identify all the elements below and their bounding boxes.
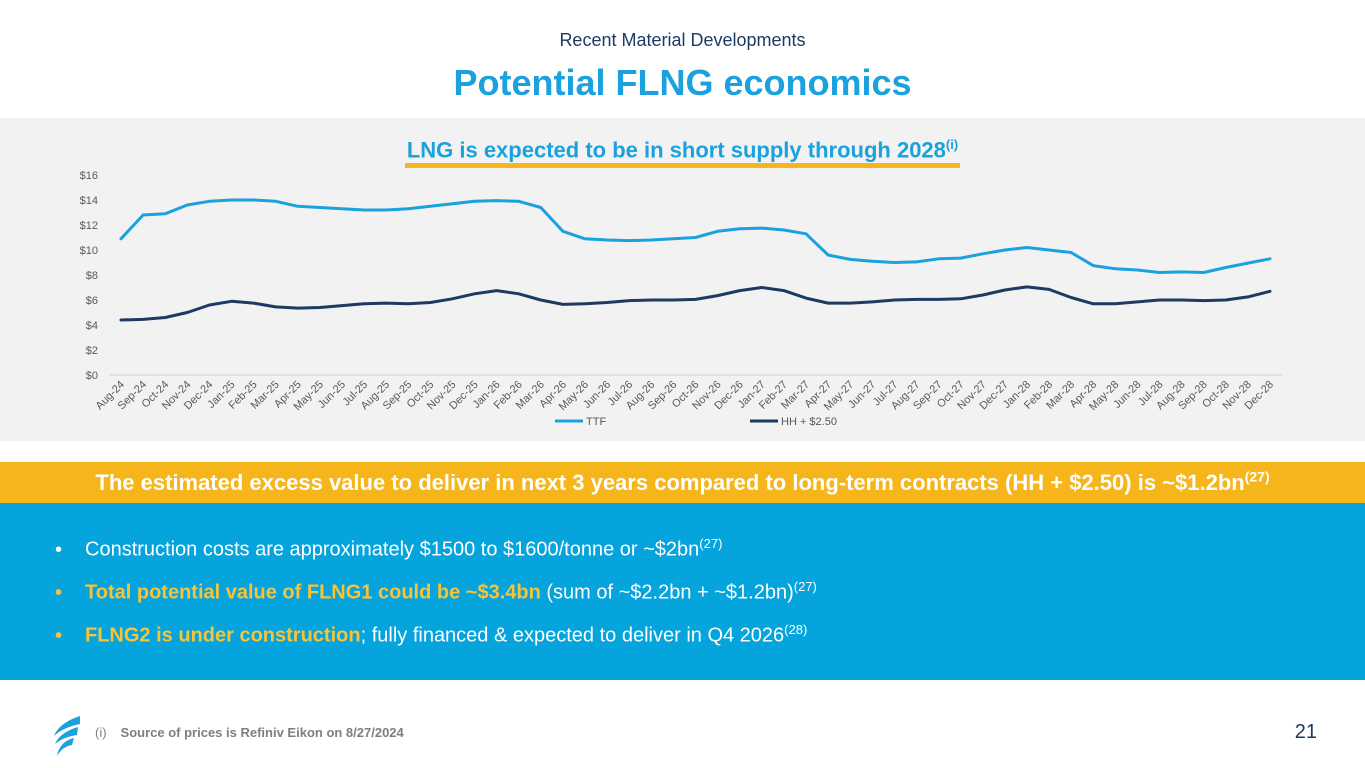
bullet-flng1-value: • Total potential value of FLNG1 could be… <box>55 579 817 605</box>
bullet-footnote-ref: (27) <box>793 579 817 594</box>
bullet-highlight: Total potential value of FLNG1 could be … <box>85 581 541 604</box>
banner-footnote-ref: (27) <box>1244 468 1270 485</box>
y-tick-label: $10 <box>80 245 98 257</box>
line-chart: $0$2$4$6$8$10$12$14$16Aug-24Sep-24Oct-24… <box>80 170 1282 428</box>
page-title: Potential FLNG economics <box>453 62 912 103</box>
y-tick-label: $6 <box>86 295 98 307</box>
bullet-footnote-ref: (28) <box>784 622 808 637</box>
bullet-marker: • <box>55 624 63 647</box>
footnote-text: Source of prices is Refiniv Eikon on 8/2… <box>120 725 404 740</box>
chart-heading-footnote-ref: (i) <box>945 137 959 152</box>
bullet-flng2-status: • FLNG2 is under construction; fully fina… <box>55 622 807 648</box>
legend-label: TTF <box>586 416 606 428</box>
y-tick-label: $2 <box>86 345 98 357</box>
series-line-ttf <box>119 198 1272 274</box>
legend-label: HH + $2.50 <box>781 416 837 428</box>
bullet-footnote-ref: (27) <box>699 536 723 551</box>
y-tick-label: $4 <box>86 320 98 332</box>
banner-text: The estimated excess value to deliver in… <box>95 470 1245 495</box>
footnote-mark: (i) <box>95 725 107 740</box>
y-tick-label: $0 <box>86 370 98 382</box>
footnote: (i) Source of prices is Refiniv Eikon on … <box>95 725 404 740</box>
chart-panel: LNG is expected to be in short supply th… <box>0 118 1365 441</box>
bullet-construction-costs: • Construction costs are approximately $1… <box>55 536 722 562</box>
y-tick-label: $12 <box>80 220 98 232</box>
bullet-text: Construction costs are approximately $15… <box>85 538 700 561</box>
bullet-highlight: FLNG2 is under construction <box>85 624 361 647</box>
y-tick-label: $14 <box>80 195 98 207</box>
chart-heading-text: LNG is expected to be in short supply th… <box>406 137 946 163</box>
bullet-marker: • <box>55 538 63 561</box>
chart-heading-highlight: LNG is expected to be in short supply th… <box>404 132 961 169</box>
series-line-hh <box>119 285 1272 322</box>
company-logo-icon <box>54 716 80 756</box>
section-subtitle: Recent Material Developments <box>559 30 806 50</box>
y-tick-label: $8 <box>86 270 98 282</box>
bullet-text: (sum of ~$2.2bn + ~$1.2bn) <box>540 581 794 604</box>
bullet-text: ; fully financed & expected to deliver i… <box>360 624 785 647</box>
excess-value-banner: The estimated excess value to deliver in… <box>0 462 1365 503</box>
key-points-box: • Construction costs are approximately $1… <box>0 503 1365 680</box>
bullet-marker: • <box>55 581 63 604</box>
chart-heading: LNG is expected to be in short supply th… <box>0 132 1365 169</box>
page-number: 21 <box>1294 721 1317 743</box>
y-tick-label: $16 <box>80 170 98 182</box>
